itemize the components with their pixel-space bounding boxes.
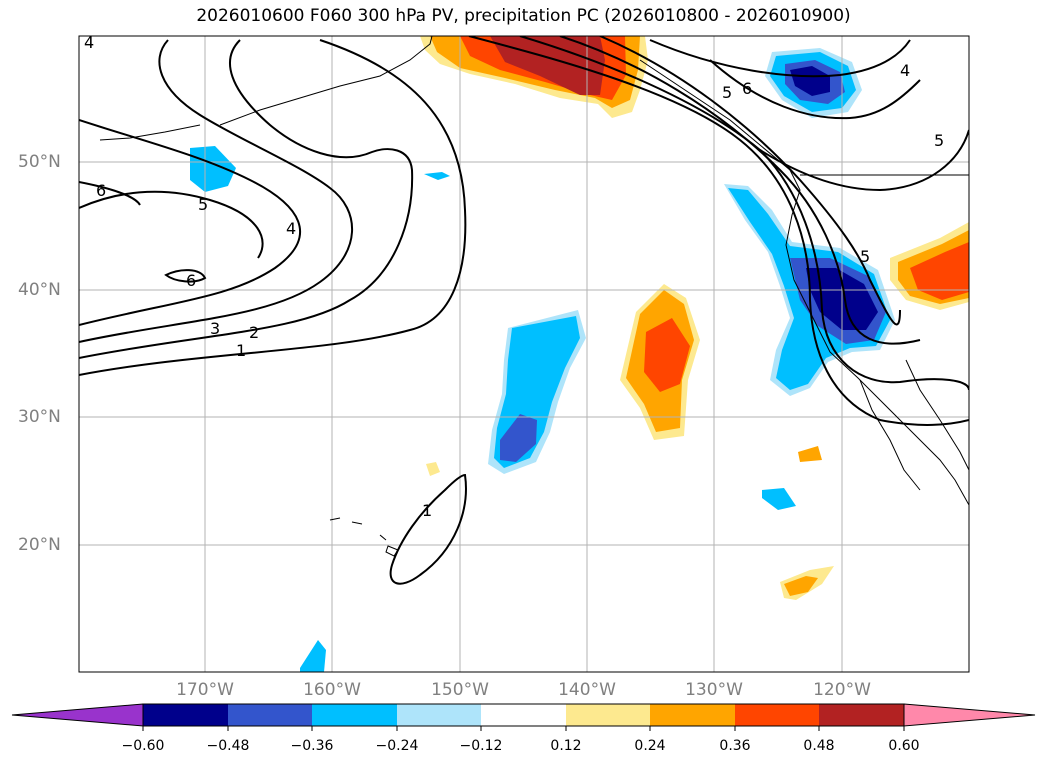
- contour-east-2: [519, 36, 969, 391]
- contour-label: 4: [286, 219, 296, 238]
- contour-label: 6: [96, 181, 106, 200]
- lon-label-150w: 150°W: [431, 680, 489, 700]
- contour-label: 4: [900, 61, 910, 80]
- lon-label-120w: 120°W: [813, 680, 871, 700]
- colorbar-tick-label: −0.24: [375, 738, 419, 754]
- contour-3: [79, 39, 353, 343]
- precip-small-blob: [424, 172, 450, 180]
- precip-patch-1: [798, 446, 822, 462]
- contour-label: 2: [249, 323, 259, 342]
- contour-label: 3: [210, 319, 220, 338]
- colorbar-frame: [142, 703, 905, 727]
- lon-label-130w: 130°W: [685, 680, 743, 700]
- contour-label-group: 4 6 5 4 6 3 2 1 1 6 5 4 5 5: [84, 33, 944, 520]
- contour-label: 1: [236, 341, 246, 360]
- colorbar-extend-right: [903, 703, 1036, 727]
- contour-label: 5: [860, 247, 870, 266]
- lat-label-50n: 50°N: [18, 152, 61, 172]
- colorbar-tick-label: 0.60: [888, 738, 920, 754]
- lon-label-140w: 140°W: [558, 680, 616, 700]
- map-title: 2026010600 F060 300 hPa PV, precipitatio…: [196, 6, 851, 26]
- contour-6-loop: [164, 269, 207, 283]
- coast-alaska: [219, 36, 433, 126]
- colorbar-bin: [143, 704, 228, 726]
- colorbar-tick-label: −0.12: [459, 738, 503, 754]
- contour-east-7: [759, 129, 969, 192]
- contour-label: 5: [198, 195, 208, 214]
- colorbar-tick-label: 0.12: [550, 738, 582, 754]
- contour-label: 5: [722, 83, 732, 102]
- lon-label-170w: 170°W: [176, 680, 234, 700]
- contour-5: [79, 190, 264, 259]
- contour-east-3: [559, 36, 921, 345]
- contour-6: [79, 181, 141, 206]
- contour-label: 6: [186, 271, 196, 290]
- coast-hawaii: [329, 517, 399, 557]
- contour-east-6: [709, 59, 921, 120]
- colorbar: [11, 703, 1036, 731]
- contour-label: 4: [84, 33, 94, 52]
- precip-alaska-dark: [490, 36, 605, 95]
- coast-baja: [859, 379, 921, 491]
- colorbar-bin: [650, 704, 735, 726]
- colorbar-tick-label: −0.60: [121, 738, 165, 754]
- map-frame: [78, 35, 970, 673]
- precip-patch-2: [762, 488, 796, 510]
- precip-patch-5: [426, 462, 440, 476]
- coast-aleutians: [99, 124, 201, 141]
- lat-label-30n: 30°N: [18, 407, 61, 427]
- precip-patch-4: [784, 576, 818, 596]
- contour-low: [389, 473, 467, 585]
- colorbar-tick-label: 0.48: [803, 738, 835, 754]
- lat-label-40n: 40°N: [18, 280, 61, 300]
- precip-pos-red: [644, 318, 690, 392]
- contour-2: [79, 39, 414, 359]
- colorbar-extend-left: [11, 703, 144, 727]
- contour-label: 1: [422, 501, 432, 520]
- colorbar-tick-label: 0.36: [719, 738, 751, 754]
- contour-label: 6: [742, 79, 752, 98]
- colorbar-bin: [312, 704, 397, 726]
- colorbar-bin: [228, 704, 312, 726]
- colorbar-bin: [735, 704, 819, 726]
- contour-east-4: [599, 36, 901, 326]
- colorbar-bin: [397, 704, 481, 726]
- gridlines: [79, 36, 969, 672]
- lat-label-20n: 20°N: [18, 535, 61, 555]
- coast-panhandle: [639, 59, 969, 506]
- contour-east-5: [649, 39, 911, 78]
- colorbar-bin: [819, 704, 904, 726]
- contour-1: [79, 39, 467, 376]
- contour-label: 5: [934, 131, 944, 150]
- contour-4: [79, 119, 302, 326]
- precip-west-blob: [190, 146, 236, 192]
- precip-ne-dark: [790, 66, 830, 96]
- pv-contours: [79, 36, 969, 585]
- lon-label-160w: 160°W: [303, 680, 361, 700]
- colorbar-bin: [566, 704, 650, 726]
- colorbar-bin: [481, 704, 566, 726]
- coast-mainland: [905, 359, 969, 471]
- precip-east-red: [910, 242, 969, 300]
- contour-east-1: [468, 36, 969, 426]
- colorbar-tick-label: −0.36: [290, 738, 334, 754]
- colorbar-tick-label: 0.24: [634, 738, 666, 754]
- precip-field: [190, 36, 969, 672]
- precip-patch-6: [300, 640, 326, 672]
- precip-central-blue: [500, 414, 537, 462]
- colorbar-tick-label: −0.48: [206, 738, 250, 754]
